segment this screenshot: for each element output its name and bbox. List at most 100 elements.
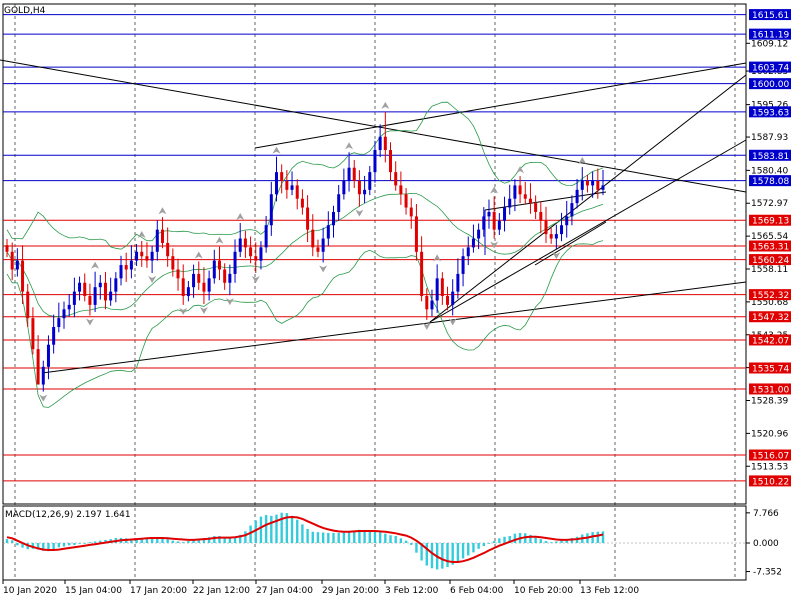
macd-histogram-bar xyxy=(42,543,45,551)
time-axis: 10 Jan 2020 15 Jan 04:00 17 Jan 20:00 22 Ja… xyxy=(2,580,639,596)
red-level-label: 1542.07 xyxy=(752,336,789,346)
fractal-down xyxy=(39,394,48,402)
candle-body xyxy=(217,260,221,270)
candle-body xyxy=(347,167,351,181)
candle-body xyxy=(181,278,185,297)
candle-body xyxy=(176,269,180,279)
macd-histogram-bar xyxy=(197,539,200,543)
time-tick-label: 22 Jan 12:00 xyxy=(193,586,250,596)
blue-level-box xyxy=(749,149,791,161)
fractal-up xyxy=(345,142,354,150)
fractal-up xyxy=(236,213,245,221)
price-tick-label: 1587.93 xyxy=(751,133,788,143)
macd-histogram-bar xyxy=(596,531,600,543)
candle-body xyxy=(523,194,527,199)
candle-body xyxy=(295,185,299,199)
red-level-label: 1552.32 xyxy=(752,291,789,301)
macd-histogram-bar xyxy=(549,542,553,544)
candle-body xyxy=(497,220,501,230)
candle-body xyxy=(482,216,486,230)
candle-body xyxy=(332,211,336,226)
band-middle xyxy=(6,192,604,318)
fractal-down xyxy=(199,307,208,314)
candle-body xyxy=(466,247,470,257)
red-level-box xyxy=(749,449,791,461)
trendline xyxy=(254,62,747,149)
macd-histogram-bar xyxy=(285,513,289,543)
macd-histogram-bar xyxy=(249,525,252,543)
candle-body xyxy=(394,172,398,186)
red-level-label: 1510.22 xyxy=(752,477,789,487)
macd-histogram-bar xyxy=(88,542,92,544)
macd-histogram-bar xyxy=(171,540,175,543)
fractal-up xyxy=(578,157,587,165)
candle-body xyxy=(534,203,538,212)
red-level-label: 1560.24 xyxy=(752,256,789,266)
macd-histogram-bar xyxy=(223,537,226,543)
candle-body xyxy=(508,198,512,208)
fractal-down xyxy=(552,252,561,260)
trendline xyxy=(534,221,607,266)
blue-level-box xyxy=(749,175,791,187)
fractal-up xyxy=(194,251,203,259)
macd-tick-label: 7.766 xyxy=(753,509,779,519)
macd-histogram-bar xyxy=(327,532,330,543)
fractal-down xyxy=(422,322,431,330)
candle-body xyxy=(311,229,315,248)
macd-histogram-bar xyxy=(508,536,511,543)
trendline xyxy=(429,139,747,323)
candle-body xyxy=(389,150,393,173)
macd-histogram-bar xyxy=(529,534,532,543)
candle-body xyxy=(420,251,424,297)
red-level-box xyxy=(749,214,791,226)
macd-histogram-bar xyxy=(202,538,206,543)
candle-body xyxy=(430,300,434,310)
candle-body xyxy=(46,344,50,367)
candle-body xyxy=(57,318,61,328)
fractal-up xyxy=(272,146,281,154)
candle-body xyxy=(518,185,522,195)
macd-histogram-bar xyxy=(301,524,304,543)
candle-body xyxy=(21,260,25,292)
candle-body xyxy=(78,282,82,292)
candle-body xyxy=(93,287,97,305)
candle-body xyxy=(264,225,268,248)
candle-body xyxy=(451,291,455,305)
band-lower xyxy=(6,240,604,408)
macd-histogram-bar xyxy=(441,543,444,569)
candle-body xyxy=(565,216,569,226)
macd-histogram-bar xyxy=(93,541,97,543)
candle-body xyxy=(316,247,320,252)
candle-body xyxy=(492,211,496,230)
candle-body xyxy=(259,247,263,261)
macd-histogram-bar xyxy=(378,532,382,543)
fractal-down xyxy=(355,209,364,217)
candle-body xyxy=(560,225,564,235)
fractal-down xyxy=(85,318,94,326)
candle-body xyxy=(103,282,107,301)
candle-body xyxy=(197,273,201,283)
candle-body xyxy=(41,366,45,385)
macd-histogram-bar xyxy=(187,541,190,543)
blue-level-box xyxy=(749,106,791,118)
macd-tick-label: 0.000 xyxy=(753,539,779,549)
candle-body xyxy=(425,296,429,310)
macd-histogram-bar xyxy=(311,531,314,543)
candle-body xyxy=(5,245,9,252)
bollinger-bands xyxy=(6,101,604,408)
price-tick-label: 1520.96 xyxy=(751,429,788,439)
macd-histogram-bar xyxy=(368,530,371,543)
candle-body xyxy=(249,247,253,257)
candle-body xyxy=(31,318,35,350)
macd-histogram-bar xyxy=(135,538,138,543)
macd-histogram-bar xyxy=(182,542,185,544)
time-tick-label: 3 Feb 12:00 xyxy=(385,586,439,596)
candle-body xyxy=(26,291,30,319)
macd-histogram-bar xyxy=(321,532,325,543)
red-level-box xyxy=(749,383,791,395)
time-tick-label: 17 Jan 20:00 xyxy=(130,586,187,596)
price-tick-label: 1528.39 xyxy=(751,397,788,407)
candle-body xyxy=(461,256,465,274)
candle-body xyxy=(155,229,159,252)
macd-histogram-bar xyxy=(534,537,537,543)
